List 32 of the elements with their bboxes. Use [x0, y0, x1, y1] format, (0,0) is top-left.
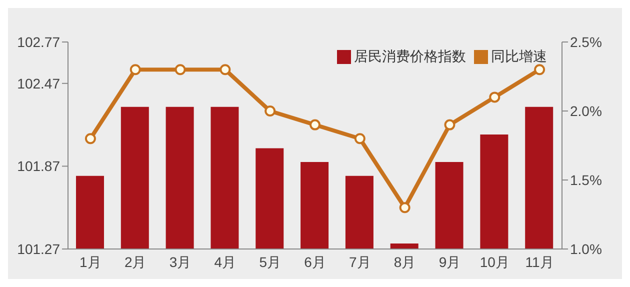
y2-tick-label: 2.0%	[570, 102, 602, 119]
point	[130, 64, 141, 76]
x-tick-label: 5月	[259, 254, 281, 270]
x-tick-label: 7月	[349, 254, 371, 270]
y-tick-label: 101.27	[17, 240, 60, 257]
point	[174, 64, 186, 76]
point	[220, 64, 231, 76]
point	[264, 106, 276, 116]
point	[399, 202, 410, 214]
x-tick-label: 6月	[304, 254, 326, 270]
point	[310, 119, 320, 130]
y2-tick-label: 2.5%	[570, 34, 602, 50]
y-tick-label: 101.87	[17, 158, 60, 174]
point	[84, 133, 96, 144]
legend-label: 同比增速	[490, 48, 547, 66]
point	[354, 133, 366, 144]
x-tick-label: 9月	[438, 254, 461, 270]
x-tick-label: 2月	[124, 254, 146, 270]
y-tick-label: 102.47	[17, 75, 60, 92]
point	[444, 119, 456, 130]
y2-tick-label: 1.5%	[570, 172, 602, 188]
x-tick-label: 10月	[480, 254, 510, 270]
x-tick-label: 11月	[525, 254, 554, 270]
point	[489, 92, 500, 103]
legend-label: 居民消费价格指数	[353, 48, 466, 66]
x-tick-label: 4月	[214, 254, 236, 270]
y-tick-label: 102.77	[17, 34, 60, 50]
y2-tick-label: 1.0%	[570, 240, 602, 257]
point	[534, 64, 546, 76]
x-tick-label: 8月	[394, 254, 416, 270]
x-tick-label: 3月	[169, 254, 192, 270]
x-tick-label: 1月	[80, 254, 102, 270]
